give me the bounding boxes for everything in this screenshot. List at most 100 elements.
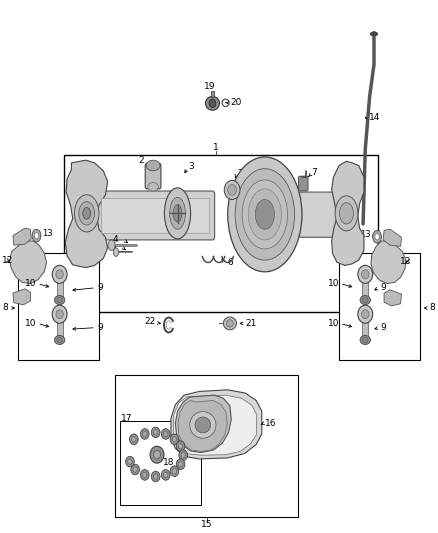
Ellipse shape bbox=[151, 427, 160, 438]
Ellipse shape bbox=[79, 201, 95, 225]
Ellipse shape bbox=[373, 230, 381, 243]
Ellipse shape bbox=[132, 437, 136, 442]
Bar bbox=[120, 421, 201, 505]
Text: 17: 17 bbox=[121, 414, 133, 423]
Ellipse shape bbox=[141, 429, 149, 439]
Ellipse shape bbox=[164, 188, 191, 239]
Ellipse shape bbox=[363, 297, 368, 303]
Ellipse shape bbox=[54, 296, 65, 305]
Text: 3: 3 bbox=[188, 162, 194, 171]
FancyBboxPatch shape bbox=[298, 176, 308, 191]
Text: 10: 10 bbox=[25, 319, 36, 328]
Bar bbox=[115, 375, 298, 518]
Ellipse shape bbox=[176, 459, 185, 470]
Ellipse shape bbox=[34, 232, 39, 239]
Polygon shape bbox=[173, 395, 257, 455]
Text: 4: 4 bbox=[113, 236, 119, 245]
Text: 9: 9 bbox=[381, 283, 386, 292]
Ellipse shape bbox=[255, 199, 275, 229]
Text: 11: 11 bbox=[389, 295, 400, 304]
Text: 13: 13 bbox=[42, 229, 53, 238]
Ellipse shape bbox=[153, 474, 158, 479]
Ellipse shape bbox=[242, 180, 288, 249]
Ellipse shape bbox=[128, 459, 132, 464]
Bar bbox=[211, 91, 214, 98]
Text: 21: 21 bbox=[245, 319, 257, 328]
Ellipse shape bbox=[358, 305, 373, 323]
Ellipse shape bbox=[172, 437, 177, 442]
Ellipse shape bbox=[375, 233, 379, 240]
Text: 8: 8 bbox=[3, 303, 9, 312]
Ellipse shape bbox=[360, 335, 371, 344]
Ellipse shape bbox=[170, 434, 179, 445]
Ellipse shape bbox=[248, 189, 282, 240]
Ellipse shape bbox=[226, 320, 233, 327]
Ellipse shape bbox=[179, 450, 187, 461]
FancyBboxPatch shape bbox=[97, 191, 215, 240]
Ellipse shape bbox=[57, 297, 62, 303]
Polygon shape bbox=[13, 289, 30, 305]
Bar bbox=[339, 253, 420, 360]
Ellipse shape bbox=[153, 430, 158, 435]
Text: 16: 16 bbox=[265, 419, 276, 428]
Ellipse shape bbox=[339, 203, 353, 224]
Ellipse shape bbox=[141, 470, 149, 480]
Text: 19: 19 bbox=[204, 82, 215, 91]
Text: 11: 11 bbox=[13, 294, 25, 303]
Ellipse shape bbox=[150, 446, 164, 463]
Ellipse shape bbox=[360, 296, 371, 305]
Ellipse shape bbox=[74, 195, 99, 232]
Bar bbox=[57, 276, 63, 299]
Text: 6: 6 bbox=[228, 259, 233, 267]
Text: 2: 2 bbox=[138, 156, 144, 165]
Text: 1: 1 bbox=[212, 143, 219, 152]
Ellipse shape bbox=[130, 434, 138, 445]
Ellipse shape bbox=[235, 168, 294, 260]
Ellipse shape bbox=[153, 450, 160, 459]
Ellipse shape bbox=[173, 205, 182, 222]
Ellipse shape bbox=[83, 207, 91, 219]
Ellipse shape bbox=[205, 96, 219, 110]
Text: 18: 18 bbox=[163, 458, 175, 466]
Ellipse shape bbox=[172, 469, 177, 474]
Bar bbox=[64, 155, 378, 312]
FancyBboxPatch shape bbox=[299, 192, 356, 237]
Text: 15: 15 bbox=[201, 520, 212, 529]
Text: 20: 20 bbox=[230, 98, 242, 107]
Ellipse shape bbox=[108, 240, 115, 251]
Ellipse shape bbox=[181, 453, 185, 458]
Ellipse shape bbox=[358, 265, 373, 284]
Text: 22: 22 bbox=[145, 317, 155, 326]
Polygon shape bbox=[65, 160, 108, 268]
Polygon shape bbox=[332, 161, 364, 265]
Ellipse shape bbox=[32, 229, 41, 242]
Text: 7: 7 bbox=[311, 168, 317, 177]
Ellipse shape bbox=[209, 99, 216, 108]
Text: 13: 13 bbox=[360, 230, 371, 239]
Ellipse shape bbox=[133, 467, 138, 472]
Bar bbox=[362, 316, 368, 339]
Polygon shape bbox=[175, 395, 231, 453]
Polygon shape bbox=[383, 229, 402, 246]
Polygon shape bbox=[10, 241, 46, 284]
Ellipse shape bbox=[146, 160, 160, 171]
Ellipse shape bbox=[161, 429, 170, 439]
Polygon shape bbox=[371, 241, 406, 284]
Bar bbox=[101, 198, 209, 233]
Ellipse shape bbox=[178, 443, 183, 449]
Ellipse shape bbox=[224, 180, 240, 199]
Ellipse shape bbox=[228, 157, 302, 272]
Bar bbox=[57, 316, 63, 339]
Text: 5: 5 bbox=[111, 243, 117, 252]
Text: 9: 9 bbox=[98, 283, 103, 292]
Bar bbox=[362, 276, 368, 299]
Ellipse shape bbox=[195, 417, 211, 433]
Ellipse shape bbox=[113, 248, 119, 256]
Bar bbox=[18, 253, 99, 360]
Ellipse shape bbox=[148, 182, 158, 191]
Ellipse shape bbox=[361, 310, 369, 319]
Text: 8: 8 bbox=[429, 303, 435, 312]
Text: 12: 12 bbox=[2, 256, 13, 264]
Ellipse shape bbox=[54, 335, 65, 344]
Text: 10: 10 bbox=[328, 319, 339, 328]
